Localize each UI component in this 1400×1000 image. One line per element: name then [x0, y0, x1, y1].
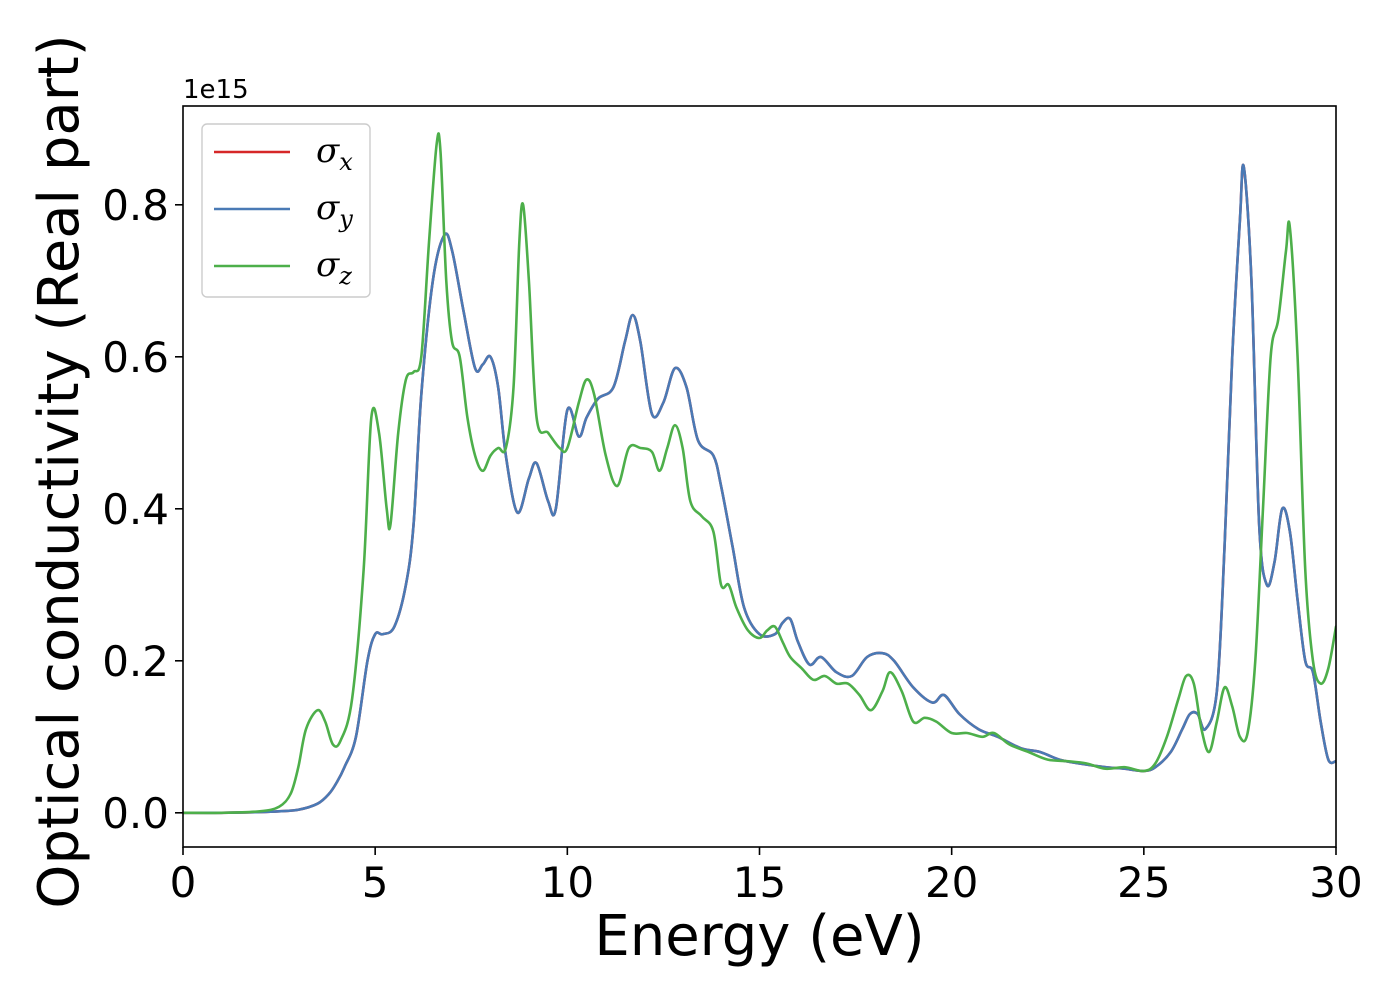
y-offset-label: 1e15 [183, 75, 249, 105]
x-tick-label: 30 [1309, 858, 1362, 907]
legend-item-y: σy [214, 188, 353, 233]
x-tick-label: 20 [925, 858, 978, 907]
legend-label: σz [316, 245, 352, 290]
legend-box [201, 123, 371, 298]
x-axis: 0 5 10 15 20 25 30 [170, 847, 1363, 907]
legend-label: σx [316, 131, 353, 176]
y-tick-label: 0.4 [102, 485, 169, 534]
y-tick-label: 0.6 [102, 333, 169, 382]
x-tick-label: 15 [733, 858, 786, 907]
y-tick-label: 0.2 [102, 637, 169, 686]
legend: σx σy σz [201, 123, 371, 298]
legend-label: σy [316, 188, 353, 233]
y-tick-label: 0.0 [102, 789, 169, 838]
x-tick-label: 0 [170, 858, 197, 907]
y-tick-label: 0.8 [102, 181, 169, 230]
x-tick-label: 25 [1117, 858, 1170, 907]
series-layer [183, 132, 1336, 815]
y-axis-title: Optical conductivity (Real part) [27, 34, 92, 908]
y-axis: 0.0 0.2 0.4 0.6 0.8 [102, 181, 183, 838]
x-tick-label: 5 [362, 858, 389, 907]
series-line-z [183, 132, 1336, 815]
legend-item-z: σz [214, 245, 352, 290]
x-axis-title: Energy (eV) [594, 904, 924, 969]
legend-item-x: σx [214, 131, 353, 176]
x-tick-label: 10 [541, 858, 594, 907]
